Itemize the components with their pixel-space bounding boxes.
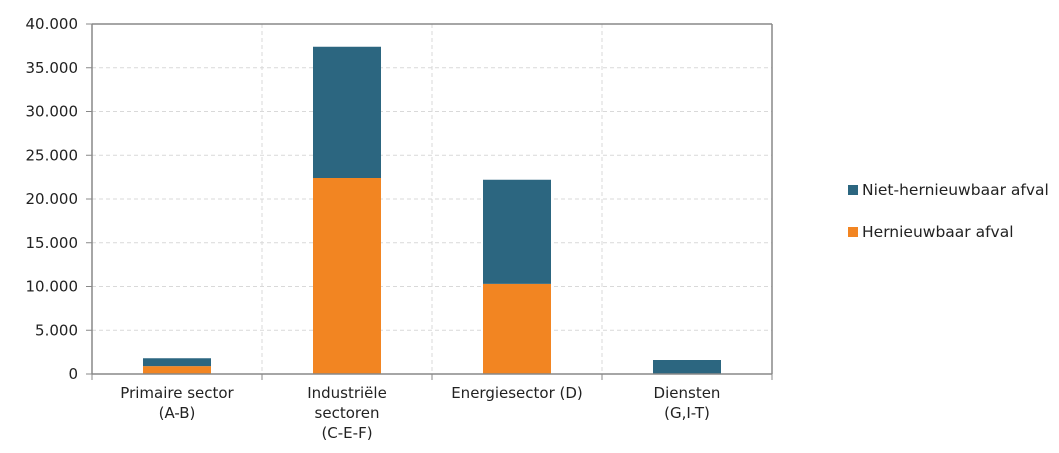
x-category-label: Primaire sector [120,384,234,402]
x-category-label: (A-B) [159,404,196,422]
y-tick-label: 15.000 [26,234,79,252]
x-category-label: (C-E-F) [321,424,372,442]
bars [143,46,721,374]
y-axis-ticks: 0 5.000 10.000 15.000 20.000 25.000 30.000 35.0… [26,15,92,383]
legend-label-niet-hernieuwbaar: Niet-hernieuwbaar afval [862,181,1049,199]
bar-segment-hernieuwbaar [313,178,381,374]
legend-label-hernieuwbaar: Hernieuwbaar afval [862,223,1014,241]
legend: Niet-hernieuwbaar afval Hernieuwbaar afv… [848,180,1053,264]
x-axis-labels: Primaire sector (A-B) Industriële sectoren (… [120,384,720,442]
y-tick-label: 0 [68,365,78,383]
legend-item-hernieuwbaar: Hernieuwbaar afval [848,222,1053,242]
y-tick-label: 5.000 [35,321,78,339]
bar-segment-niet-hernieuwbaar [143,358,211,367]
y-tick-label: 40.000 [26,15,79,33]
x-category-label: Energiesector (D) [451,384,583,402]
x-category-label: sectoren [315,404,380,422]
legend-swatch-niet-hernieuwbaar [848,185,858,195]
bar-segment-niet-hernieuwbaar [313,46,381,178]
x-category-label: Diensten [654,384,721,402]
legend-swatch-hernieuwbaar [848,227,858,237]
y-tick-label: 20.000 [26,190,79,208]
bar-segment-niet-hernieuwbaar [483,179,551,284]
bar-segment-hernieuwbaar [483,283,551,374]
y-tick-label: 30.000 [26,103,79,121]
bar-segment-hernieuwbaar [143,366,211,374]
x-category-label: (G,I-T) [664,404,710,422]
y-tick-label: 35.000 [26,59,79,77]
grid-lines [92,23,772,374]
x-category-label: Industriële [307,384,387,402]
legend-item-niet-hernieuwbaar: Niet-hernieuwbaar afval [848,180,1053,200]
y-tick-label: 10.000 [26,278,79,296]
bar-segment-niet-hernieuwbaar [653,360,721,374]
y-tick-label: 25.000 [26,146,79,164]
axes [91,23,773,380]
